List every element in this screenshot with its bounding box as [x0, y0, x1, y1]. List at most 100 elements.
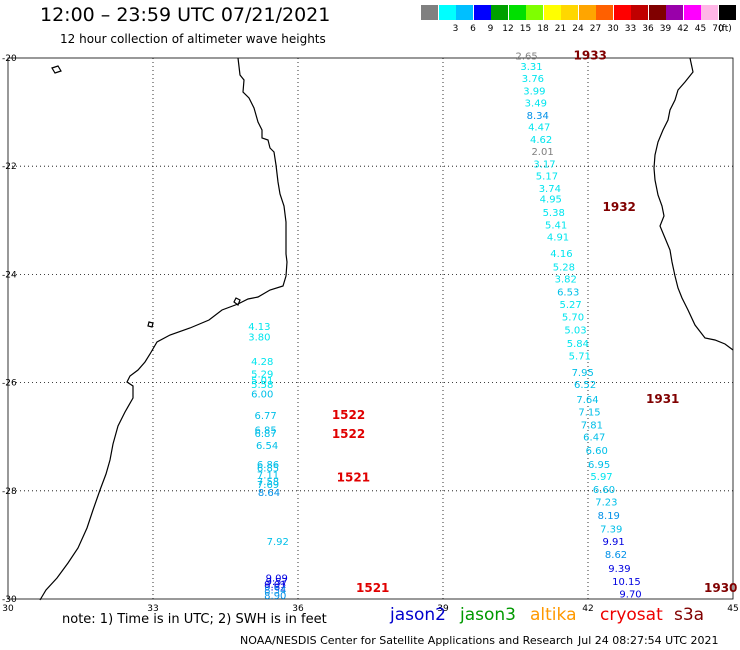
satellite-jason3: jason3	[460, 605, 516, 625]
pass-time-label: 1931	[646, 392, 679, 406]
map-grid	[7, 57, 734, 600]
island-inhaca	[147, 321, 154, 328]
wave-height-value: 3.80	[248, 333, 270, 344]
wave-height-value: 5.01	[251, 376, 273, 387]
credit-line: NOAA/NESDIS Center for Satellite Applica…	[240, 634, 574, 647]
island-europa	[51, 65, 62, 74]
wave-height-value: 4.62	[530, 135, 552, 146]
wave-height-value: 4.13	[248, 322, 270, 333]
wave-height-value: 5.17	[536, 171, 558, 182]
wave-height-value: 9.91	[603, 537, 625, 548]
x-tick-label: 45	[727, 604, 738, 614]
y-tick-label: -22	[2, 162, 17, 172]
legend-label: 21	[554, 24, 567, 34]
legend-swatch	[718, 5, 736, 20]
legend-label: 9	[487, 24, 494, 34]
wave-height-value: 2.01	[531, 147, 553, 158]
wave-height-value: 5.70	[562, 313, 584, 324]
wave-height-value: 6.85	[255, 426, 277, 437]
wave-height-value: 9.70	[619, 590, 641, 601]
wave-height-value: 3.49	[525, 98, 547, 109]
legend-swatch	[491, 5, 508, 20]
wave-height-value: 6.95	[588, 460, 610, 471]
x-tick-label: 39	[437, 604, 449, 614]
legend-label: 6	[470, 24, 476, 34]
wave-height-value: 5.84	[567, 339, 589, 350]
wave-height-value: 6.87	[255, 429, 277, 440]
wave-height-value: 3.31	[520, 62, 542, 73]
wave-height-value: 8.64	[258, 488, 280, 499]
wave-height-value: 7.39	[600, 525, 622, 536]
wave-height-value: 8.54	[264, 585, 286, 596]
pass-time-label: 1521	[356, 581, 389, 595]
wave-height-value: 9.57	[266, 577, 288, 588]
wave-height-value: 4.47	[528, 123, 550, 134]
island-bazaruto	[233, 297, 241, 306]
legend-label: 15	[519, 24, 532, 34]
legend-label: 3	[452, 24, 459, 34]
y-tick-label: -20	[2, 54, 17, 64]
pass-time-label: 1932	[603, 200, 636, 214]
legend-label: 36	[642, 24, 654, 34]
legend-swatch	[456, 5, 473, 20]
map-frame	[7, 57, 734, 600]
wave-height-value: 10.15	[612, 577, 641, 588]
wave-height-value: 3.17	[533, 159, 555, 170]
wave-height-value: 6.60	[586, 446, 608, 457]
wave-height-value: 9.01	[264, 580, 286, 591]
x-tick-label: 36	[292, 604, 304, 614]
legend-swatch	[543, 5, 561, 20]
legend-unit: (ft)	[718, 24, 732, 34]
wave-height-value: 5.38	[543, 208, 565, 219]
wave-height-value: 7.92	[267, 537, 289, 548]
pass-time-label: 1933	[574, 48, 607, 62]
legend-swatch	[666, 5, 683, 20]
wave-height-value: 6.77	[255, 411, 277, 422]
wave-height-value: 5.71	[569, 352, 591, 363]
legend-label: 18	[537, 24, 549, 34]
x-tick-label: 30	[2, 604, 14, 614]
x-tick-label: 33	[147, 604, 158, 614]
coastline-madagascar	[653, 57, 734, 351]
satellite-s3a: s3a	[674, 605, 705, 625]
pass-time-label: 1522	[332, 427, 365, 441]
wave-height-value: 3.76	[522, 74, 544, 85]
wave-height-value: 3.74	[539, 184, 561, 195]
wave-height-value: 5.29	[251, 369, 273, 380]
wave-height-value: 6.53	[557, 288, 579, 299]
units-note: note: 1) Time is in UTC; 2) SWH is in fe…	[62, 612, 327, 627]
wave-height-value: 5.97	[590, 472, 612, 483]
wave-height-value: 4.16	[550, 249, 572, 260]
wave-height-value: 4.28	[251, 357, 273, 368]
pass-labels: 1933 1932 1931 1930 1522 1522 1521 1521	[332, 48, 738, 595]
axis-tick-labels: 30 33 36 39 42 45 -20 -22 -24 -26 -28 -30	[2, 54, 739, 614]
legend-swatch	[701, 5, 718, 20]
wave-height-value: 7.69	[257, 480, 279, 491]
chart-title: 12:00 – 23:59 UTC 07/21/2021	[40, 4, 331, 26]
legend-label: 70	[712, 24, 724, 34]
wave-height-value: 5.03	[564, 326, 586, 337]
x-tick-label: 42	[582, 604, 593, 614]
y-tick-label: -28	[2, 487, 17, 497]
legend-swatch	[683, 5, 701, 20]
wave-height-value: 4.91	[547, 233, 569, 244]
wave-height-value: 6.00	[251, 389, 273, 400]
wave-height-observations: 2.653.313.763.993.49 8.344.474.622.013.17…	[248, 51, 641, 602]
legend-label: 42	[677, 24, 689, 34]
legend-swatch	[561, 5, 578, 20]
wave-height-value: 9.39	[608, 564, 630, 575]
satellite-cryosat: cryosat	[600, 605, 663, 625]
pass-time-label: 1930	[704, 581, 737, 595]
legend-swatch	[631, 5, 648, 20]
wave-height-value: 4.95	[540, 195, 562, 206]
legend-swatch	[508, 5, 526, 20]
legend-label: 24	[572, 24, 584, 34]
wave-height-value: 6.54	[256, 441, 278, 452]
y-tick-label: -26	[2, 379, 17, 389]
pass-time-label: 1521	[337, 470, 370, 484]
wave-height-value: 6.52	[574, 380, 596, 391]
wave-height-value: 5.28	[553, 262, 575, 273]
legend-swatch	[613, 5, 631, 20]
wave-height-value: 7.95	[572, 368, 594, 379]
